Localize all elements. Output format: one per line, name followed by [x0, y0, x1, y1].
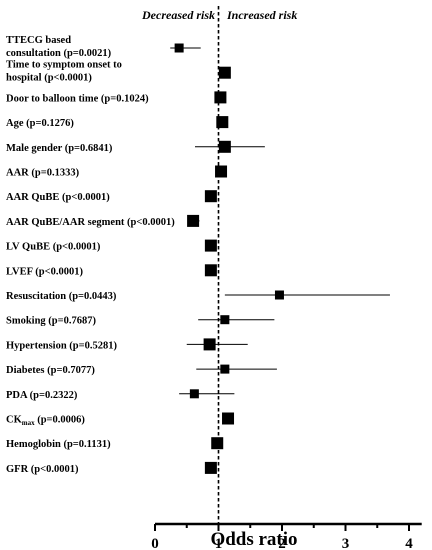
- x-tick-label: 3: [342, 536, 350, 550]
- forest-row: CKmax (p=0.0006): [6, 412, 235, 428]
- x-tick-label: 2: [278, 536, 286, 550]
- x-axis: 0 1 2 3 4: [151, 522, 422, 550]
- x-tick-label: 1: [215, 536, 223, 550]
- forest-row: PDA (p=0.2322): [6, 389, 235, 401]
- row-label: CKmax (p=0.0006): [6, 415, 85, 428]
- odds-ratio-marker: [220, 364, 230, 374]
- odds-ratio-marker: [174, 43, 184, 53]
- row-label: LVEF (p<0.0001): [6, 266, 83, 277]
- rows-layer: TTECG based consultation (p=0.0021)Time t…: [6, 35, 390, 475]
- forest-row: Age (p=0.1276): [6, 116, 229, 129]
- forest-row: GFR (p<0.0001): [6, 461, 217, 475]
- odds-ratio-marker: [274, 290, 284, 300]
- odds-ratio-marker: [203, 338, 216, 351]
- forest-row: Door to balloon time (p=0.1024): [6, 91, 227, 104]
- forest-row: Resuscitation (p=0.0443): [6, 290, 390, 302]
- row-label: LV QuBE (p<0.0001): [6, 242, 101, 253]
- row-label: Hemoglobin (p=0.1131): [6, 439, 111, 450]
- row-label: Door to balloon time (p=0.1024): [6, 93, 149, 104]
- row-label: AAR QuBE (p<0.0001): [6, 192, 110, 203]
- odds-ratio-marker: [220, 315, 230, 325]
- odds-ratio-marker: [204, 264, 217, 277]
- row-label: AAR (p=0.1333): [6, 168, 80, 179]
- forest-row: Hemoglobin (p=0.1131): [6, 437, 224, 450]
- x-axis-title: Odds ratio: [210, 529, 297, 550]
- odds-ratio-marker: [214, 91, 227, 104]
- odds-ratio-marker: [211, 437, 224, 450]
- row-label: Male gender (p=0.6841): [6, 143, 113, 154]
- odds-ratio-marker: [189, 389, 199, 399]
- forest-row: Smoking (p=0.7687): [6, 315, 275, 327]
- x-tick-label: 4: [405, 536, 413, 550]
- forest-row: AAR (p=0.1333): [6, 165, 228, 179]
- row-label: Smoking (p=0.7687): [6, 316, 97, 327]
- odds-ratio-marker: [216, 116, 229, 129]
- odds-ratio-marker: [204, 190, 217, 203]
- row-label: PDA (p=0.2322): [6, 390, 78, 401]
- forest-row: Hypertension (p=0.5281): [6, 338, 248, 351]
- row-label: GFR (p<0.0001): [6, 464, 79, 475]
- row-label: TTECG based consultation (p=0.0021): [6, 35, 112, 59]
- forest-row: Diabetes (p=0.7077): [6, 364, 277, 376]
- decreased-risk-label: Decreased risk: [141, 8, 215, 22]
- forest-row: Male gender (p=0.6841): [6, 140, 265, 154]
- row-label: Time to symptom onset to hospital (p<0.00…: [6, 60, 122, 84]
- odds-ratio-marker: [218, 66, 231, 79]
- odds-ratio-marker: [222, 412, 235, 425]
- forest-row: LVEF (p<0.0001): [6, 264, 217, 277]
- increased-risk-label: Increased risk: [226, 8, 297, 22]
- forest-row: LV QuBE (p<0.0001): [6, 239, 217, 253]
- forest-row: TTECG based consultation (p=0.0021): [6, 35, 201, 59]
- forest-row: AAR QuBE/AAR segment (p<0.0001): [6, 214, 200, 228]
- odds-ratio-marker: [215, 165, 228, 178]
- forest-row: AAR QuBE (p<0.0001): [6, 190, 217, 203]
- x-tick-label: 0: [151, 536, 159, 550]
- odds-ratio-marker: [218, 140, 231, 153]
- row-label: Diabetes (p=0.7077): [6, 365, 95, 376]
- row-label: AAR QuBE/AAR segment (p<0.0001): [6, 217, 175, 228]
- row-label: Hypertension (p=0.5281): [6, 340, 117, 351]
- odds-ratio-marker: [204, 461, 217, 474]
- odds-ratio-marker: [204, 239, 217, 252]
- row-label: Age (p=0.1276): [6, 118, 74, 129]
- row-label: Resuscitation (p=0.0443): [6, 291, 117, 302]
- odds-ratio-marker: [187, 214, 200, 227]
- forest-row: Time to symptom onset to hospital (p<0.00…: [6, 60, 231, 84]
